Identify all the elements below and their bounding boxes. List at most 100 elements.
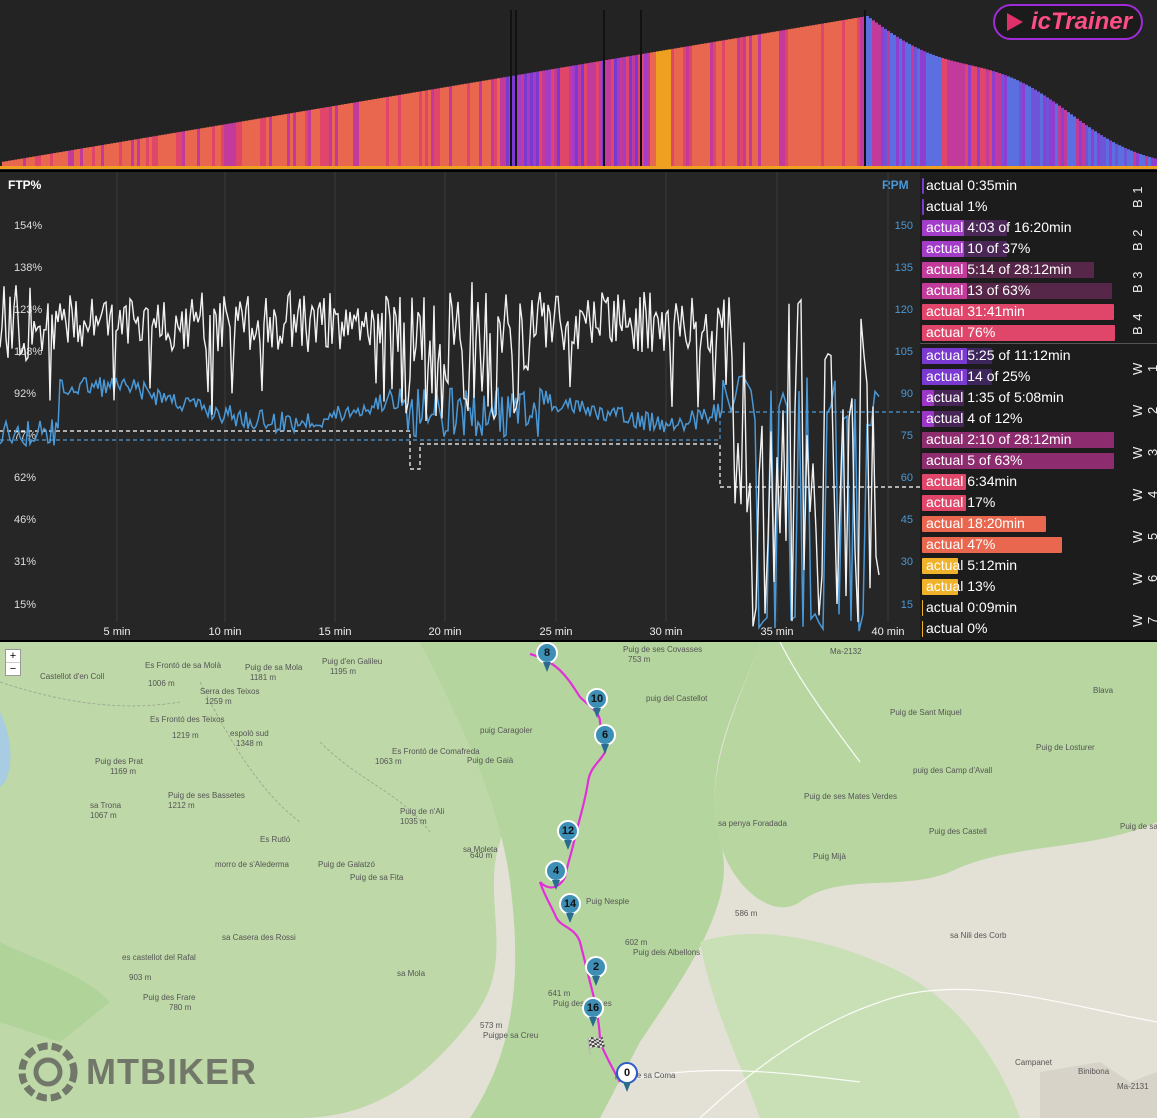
profile-bar bbox=[107, 143, 110, 166]
waypoint-marker[interactable]: 8 bbox=[536, 642, 558, 672]
watermark-text: MTBIKER bbox=[86, 1051, 257, 1092]
profile-bar bbox=[1097, 133, 1100, 166]
profile-bar bbox=[707, 42, 710, 167]
profile-bar bbox=[407, 93, 410, 166]
profile-bar bbox=[5, 161, 8, 166]
profile-bar bbox=[479, 81, 482, 166]
profile-bar bbox=[788, 29, 791, 166]
profile-bar bbox=[890, 32, 893, 167]
zoom-in-button[interactable]: + bbox=[6, 650, 20, 663]
map-label: 1212 m bbox=[168, 801, 195, 810]
profile-bar bbox=[185, 130, 188, 166]
map-label: Puig de Losturer bbox=[1036, 743, 1095, 752]
profile-bar bbox=[305, 110, 308, 166]
profile-bar bbox=[497, 78, 500, 166]
zone-bar bbox=[922, 220, 964, 236]
profile-bar bbox=[425, 90, 428, 166]
profile-bar bbox=[563, 67, 566, 166]
profile-bar bbox=[461, 84, 464, 166]
zone-pct-label: actual 10 of 37% bbox=[926, 240, 1031, 256]
workout-profile: icTrainer bbox=[0, 0, 1157, 170]
ictrainer-logo: icTrainer bbox=[993, 4, 1143, 40]
time-axis-ticks: 5 min 10 min 15 min 20 min 25 min 30 min… bbox=[104, 626, 905, 638]
map-label: Puig d'en Galileu bbox=[322, 657, 382, 666]
profile-bar bbox=[434, 88, 437, 166]
map-label: sa Mola bbox=[397, 969, 426, 978]
profile-bar bbox=[335, 105, 338, 166]
map-label: Es Frontó de Comafreda bbox=[392, 747, 480, 756]
map-label: Puig de Sant Miquel bbox=[890, 708, 962, 717]
profile-bar bbox=[764, 33, 767, 166]
profile-bar bbox=[686, 46, 689, 166]
zone-time-row: actual 0:35min bbox=[922, 175, 1115, 196]
profile-bar bbox=[1010, 77, 1013, 166]
profile-baseline bbox=[0, 166, 1157, 169]
zone-bar bbox=[922, 558, 958, 574]
profile-bar bbox=[1001, 74, 1004, 166]
profile-bar bbox=[1040, 93, 1043, 166]
zone-time-row: actual 1:35 of 5:08min bbox=[922, 387, 1115, 408]
zone-code: W 7 bbox=[1130, 613, 1157, 627]
profile-bar bbox=[713, 41, 716, 166]
profile-bar bbox=[992, 71, 995, 166]
profile-bar bbox=[611, 58, 614, 166]
waypoint-marker[interactable]: 2 bbox=[585, 956, 607, 986]
profile-bar bbox=[104, 144, 107, 166]
zone-time-row: actual 5:25 of 11:12min bbox=[922, 345, 1115, 366]
profile-bar bbox=[452, 85, 455, 166]
power-cadence-chart: FTP% RPM 154% 138% 123% 108% 92% 77% 62%… bbox=[0, 172, 920, 640]
profile-bar bbox=[662, 50, 665, 166]
waypoint-marker[interactable]: 6 bbox=[594, 724, 616, 754]
zoom-out-button[interactable]: − bbox=[9, 663, 17, 675]
profile-bar bbox=[329, 106, 332, 166]
waypoint-marker[interactable]: 16 bbox=[582, 997, 604, 1027]
profile-bar bbox=[857, 17, 860, 167]
profile-marker bbox=[864, 10, 866, 166]
profile-bar bbox=[266, 117, 269, 166]
profile-bar bbox=[473, 82, 476, 166]
profile-bar bbox=[1046, 97, 1049, 166]
route-map[interactable]: Castellot d'en Coll Es Frontó de sa Molà… bbox=[0, 642, 1157, 1118]
time-tick: 15 min bbox=[318, 626, 351, 638]
zone-code: W 1 bbox=[1130, 361, 1157, 375]
zone-target-bar bbox=[922, 283, 1112, 299]
profile-bar bbox=[134, 139, 137, 166]
profile-bar bbox=[731, 38, 734, 167]
map-label: puig del Castellot bbox=[646, 694, 708, 703]
profile-bar bbox=[569, 66, 572, 166]
zone-pct-label: actual 5 of 63% bbox=[926, 452, 1023, 468]
zone-pct-label: actual 1% bbox=[926, 198, 988, 214]
profile-bar bbox=[755, 34, 758, 167]
profile-bar bbox=[1082, 123, 1085, 166]
profile-bar bbox=[1049, 99, 1052, 166]
ftp-tick: 154% bbox=[14, 220, 42, 232]
profile-bar bbox=[806, 26, 809, 166]
profile-bar bbox=[983, 68, 986, 166]
zone-bar bbox=[922, 283, 967, 299]
profile-bar bbox=[23, 158, 26, 166]
map-label: 586 m bbox=[735, 909, 758, 918]
waypoint-marker[interactable]: 14 bbox=[559, 893, 581, 923]
profile-bar bbox=[1022, 83, 1025, 166]
waypoint-marker[interactable]: 12 bbox=[557, 820, 579, 850]
waypoint-marker[interactable]: 0 bbox=[616, 1062, 638, 1092]
zone-code: B 2 bbox=[1130, 228, 1145, 252]
profile-bar bbox=[299, 111, 302, 166]
map-label: sa penya Foradada bbox=[718, 819, 787, 828]
profile-bar bbox=[575, 65, 578, 166]
map-zoom-control[interactable]: + − bbox=[5, 649, 21, 676]
profile-bar bbox=[638, 54, 641, 167]
zone-time-row: actual 5:12min bbox=[922, 555, 1115, 576]
profile-bar bbox=[338, 105, 341, 166]
power-line bbox=[0, 282, 880, 627]
rpm-tick: 45 bbox=[901, 514, 913, 526]
waypoint-marker[interactable]: 4 bbox=[545, 860, 567, 890]
map-label: Es Frontó des Teixos bbox=[150, 715, 225, 724]
profile-bar bbox=[683, 46, 686, 166]
profile-bar bbox=[920, 49, 923, 166]
profile-bar bbox=[98, 145, 101, 166]
zone-bar bbox=[922, 495, 966, 511]
zone-target-bar bbox=[922, 390, 964, 406]
profile-bar bbox=[935, 55, 938, 166]
waypoint-marker[interactable]: 10 bbox=[586, 688, 608, 718]
